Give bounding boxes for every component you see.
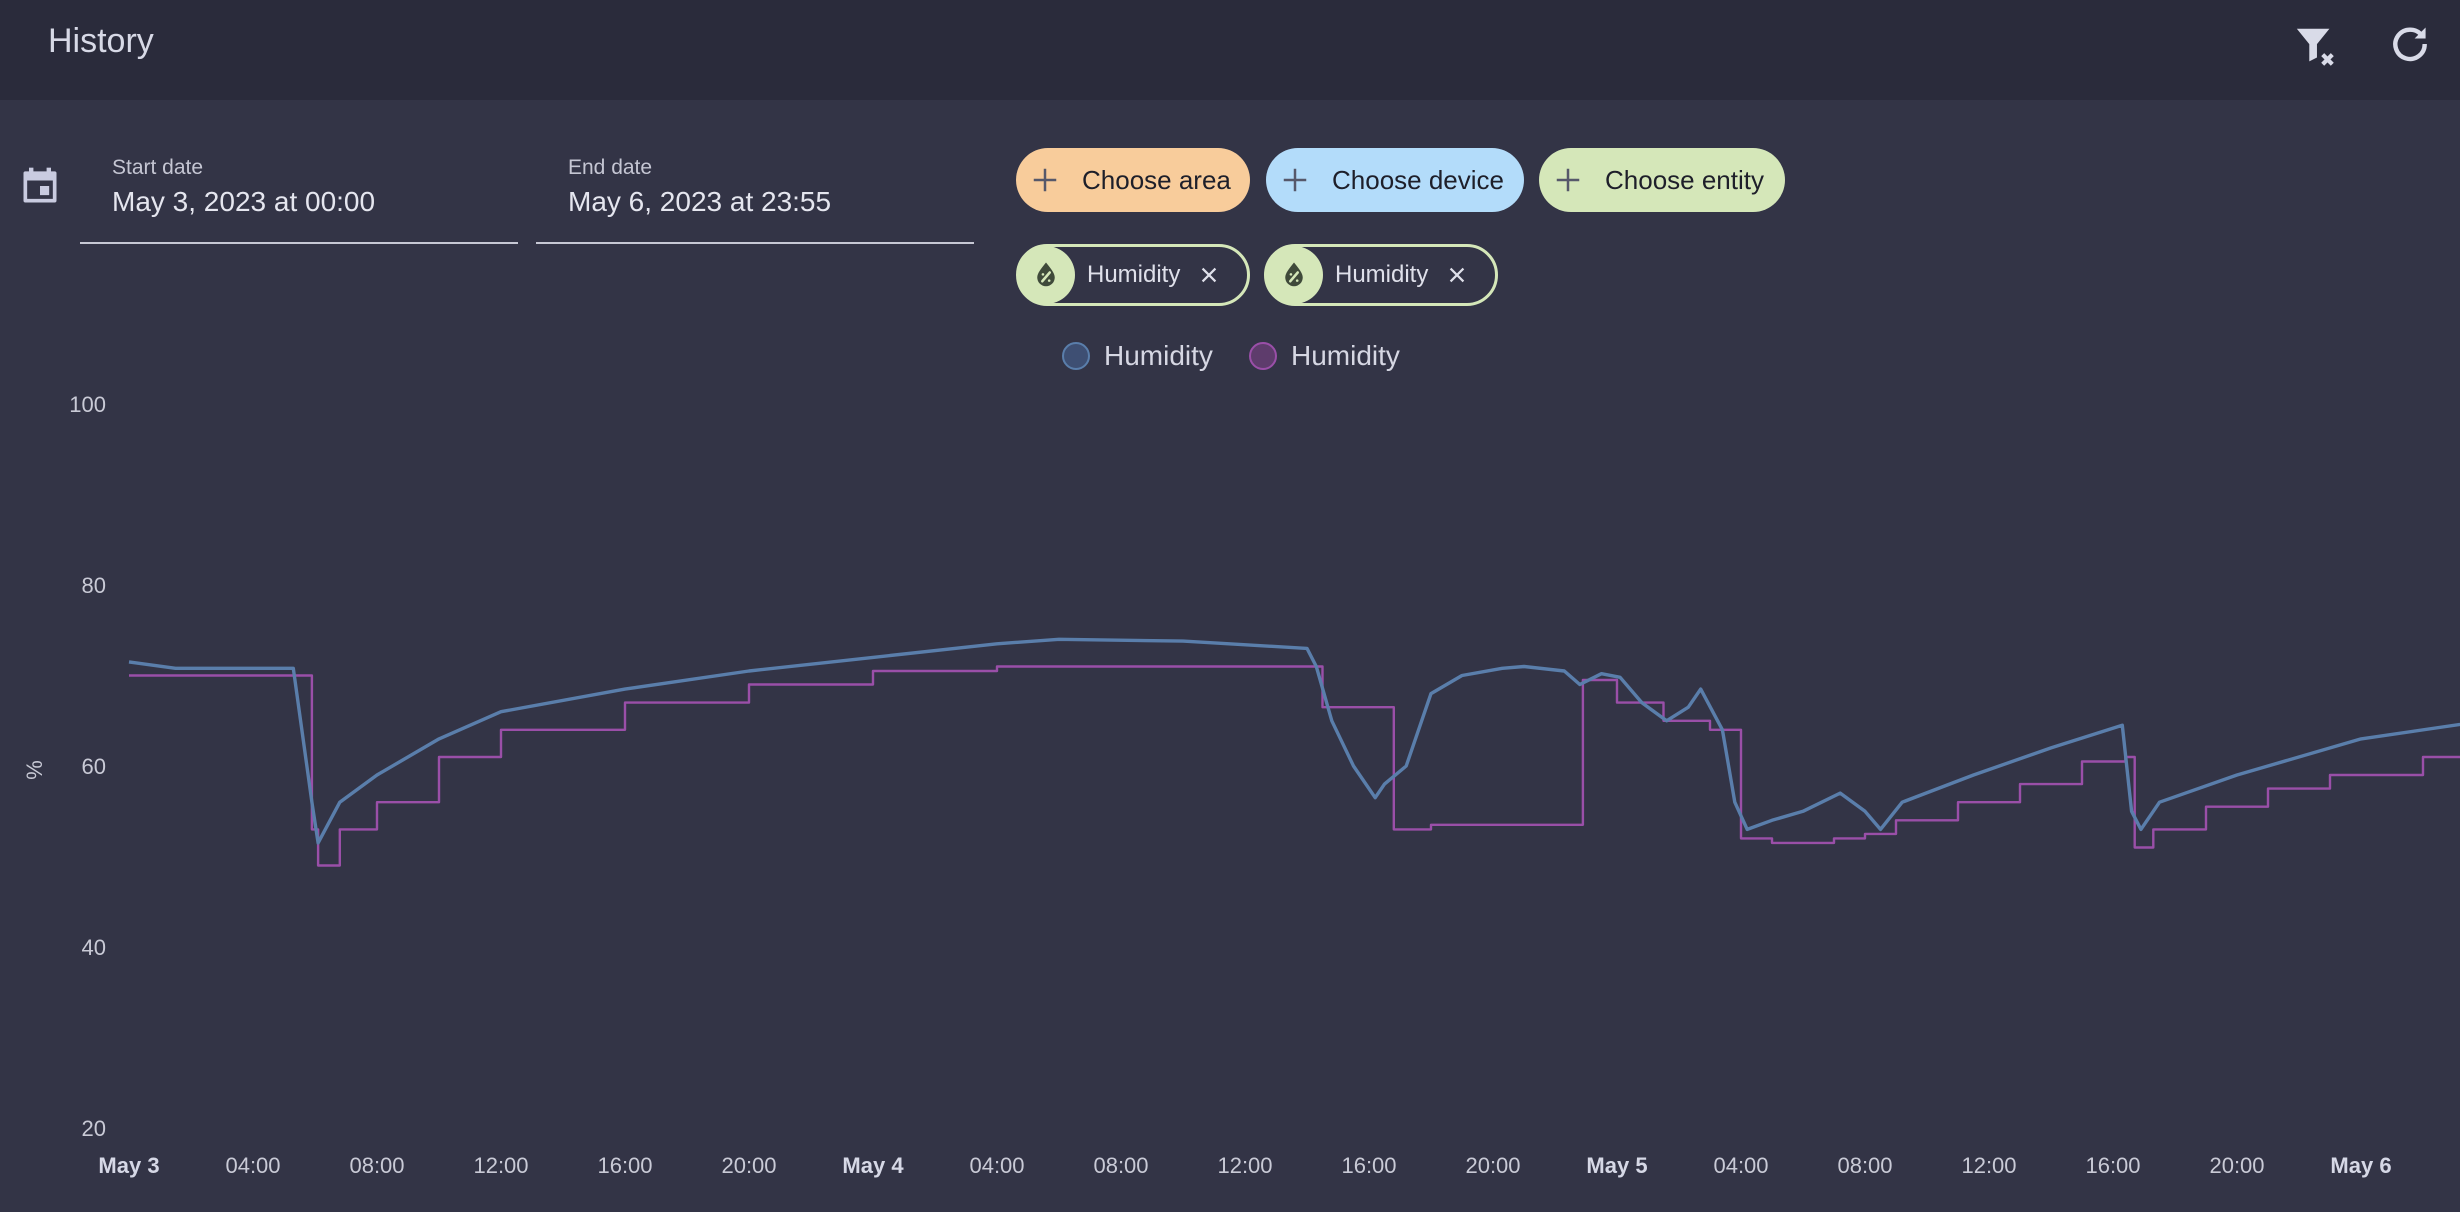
x-tick-label: 20:00 xyxy=(1465,1153,1520,1178)
x-tick-label: 20:00 xyxy=(2209,1153,2264,1178)
legend-swatch xyxy=(1249,342,1277,370)
series-line-1 xyxy=(128,637,2460,845)
x-tick-label: May 5 xyxy=(1586,1153,1647,1178)
y-tick-label: 40 xyxy=(82,935,106,960)
end-date-field[interactable]: End date May 6, 2023 at 23:55 xyxy=(536,146,974,244)
y-tick-label: 20 xyxy=(82,1116,106,1141)
choose-entity-label: Choose entity xyxy=(1605,164,1764,195)
end-date-label: End date xyxy=(568,156,653,179)
refresh-icon xyxy=(2393,27,2427,62)
legend-label: Humidity xyxy=(1291,340,1400,371)
y-axis-label: % xyxy=(22,760,47,780)
choose-entity-button[interactable]: Choose entity xyxy=(1539,148,1785,212)
choose-device-label: Choose device xyxy=(1332,164,1504,195)
close-icon[interactable] xyxy=(1198,264,1220,286)
start-date-field[interactable]: Start date May 3, 2023 at 00:00 xyxy=(80,146,518,244)
x-tick-label: 08:00 xyxy=(1837,1153,1892,1178)
y-tick-label: 60 xyxy=(82,754,106,779)
x-tick-label: 20:00 xyxy=(721,1153,776,1178)
x-tick-label: 12:00 xyxy=(1961,1153,2016,1178)
entity-chip-label: Humidity xyxy=(1335,261,1429,288)
top-app-bar: History xyxy=(0,0,2460,100)
entity-chip-label: Humidity xyxy=(1087,261,1181,288)
plus-icon xyxy=(1033,168,1057,192)
x-tick-label: 16:00 xyxy=(2085,1153,2140,1178)
refresh-button[interactable] xyxy=(2380,14,2440,74)
water-percent-icon xyxy=(1265,246,1323,304)
plus-icon xyxy=(1283,168,1307,192)
y-tick-label: 100 xyxy=(69,392,106,417)
x-tick-label: 04:00 xyxy=(969,1153,1024,1178)
x-tick-label: 08:00 xyxy=(349,1153,404,1178)
choose-device-button[interactable]: Choose device xyxy=(1266,148,1524,212)
x-tick-label: May 3 xyxy=(98,1153,159,1178)
legend-item-series-1[interactable]: Humidity xyxy=(1062,340,1213,372)
start-date-value: May 3, 2023 at 00:00 xyxy=(112,186,376,217)
entity-chip-humidity-1[interactable]: Humidity xyxy=(1016,244,1250,306)
x-tick-label: 12:00 xyxy=(1217,1153,1272,1178)
clear-filter-button[interactable] xyxy=(2286,16,2346,76)
series-line-2 xyxy=(129,665,2460,867)
filter-remove-icon xyxy=(2296,28,2334,66)
legend-item-series-2[interactable]: Humidity xyxy=(1249,340,1400,372)
x-tick-label: 16:00 xyxy=(597,1153,652,1178)
x-tick-label: May 6 xyxy=(2330,1153,2391,1178)
water-percent-icon xyxy=(1017,246,1075,304)
close-icon[interactable] xyxy=(1446,264,1468,286)
legend-swatch xyxy=(1062,342,1090,370)
choose-area-label: Choose area xyxy=(1082,164,1231,195)
legend-label: Humidity xyxy=(1104,340,1213,371)
x-tick-label: May 4 xyxy=(842,1153,904,1178)
x-tick-label: 04:00 xyxy=(225,1153,280,1178)
plus-icon xyxy=(1556,168,1580,192)
x-tick-label: 04:00 xyxy=(1713,1153,1768,1178)
end-date-value: May 6, 2023 at 23:55 xyxy=(568,186,832,217)
x-tick-label: 12:00 xyxy=(473,1153,528,1178)
page-title: History xyxy=(48,22,154,60)
x-tick-label: 08:00 xyxy=(1093,1153,1148,1178)
y-tick-label: 80 xyxy=(82,573,106,598)
calendar-icon[interactable] xyxy=(18,164,62,208)
entity-chip-humidity-2[interactable]: Humidity xyxy=(1264,244,1498,306)
choose-area-button[interactable]: Choose area xyxy=(1016,148,1250,212)
x-tick-label: 16:00 xyxy=(1341,1153,1396,1178)
start-date-label: Start date xyxy=(112,156,204,179)
